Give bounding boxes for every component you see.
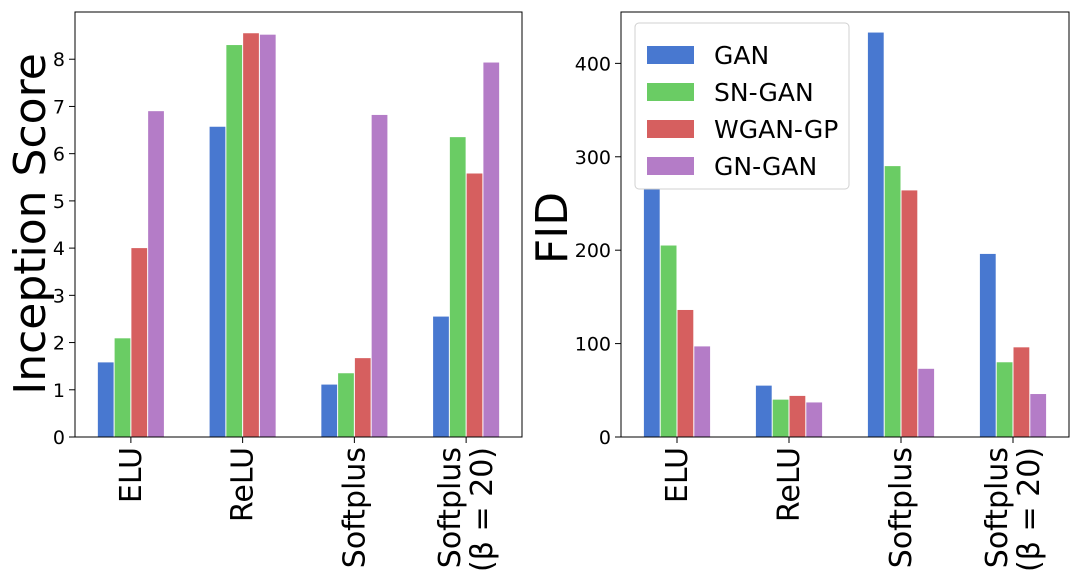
x-tick-label-line: ReLU xyxy=(772,447,807,522)
x-tick-label-line: Softplus xyxy=(884,447,919,568)
bar-gn-gan-elu xyxy=(694,346,711,437)
legend-label-gan: GAN xyxy=(714,41,769,70)
bar-sn-gan-softplus xyxy=(338,373,354,437)
y-tick-label: 6 xyxy=(53,144,65,166)
bar-wgan-gp-softplus-20 xyxy=(1013,347,1030,437)
x-tick-label-line: Softplus xyxy=(337,447,372,568)
bar-sn-gan-softplus xyxy=(884,166,901,437)
bar-gn-gan-relu xyxy=(806,402,823,437)
y-tick-label: 0 xyxy=(53,427,65,449)
x-tick-label-line: Softplus xyxy=(980,447,1015,568)
x-tick-label-softplus-20: Softplus(β = 20) xyxy=(980,447,1047,572)
y-tick-label: 7 xyxy=(53,96,65,118)
x-tick-label-line: ELU xyxy=(660,447,695,503)
y-tick-label: 2 xyxy=(53,333,65,355)
bar-wgan-gp-softplus xyxy=(354,358,371,437)
x-tick-label-line: ELU xyxy=(114,447,149,503)
plot-frame xyxy=(620,11,1070,438)
x-tick-label-softplus-20: Softplus(β = 20) xyxy=(433,447,500,572)
bar-gan-softplus-20 xyxy=(979,253,996,437)
x-tick-label-line: Softplus xyxy=(433,447,468,568)
x-tick-label-line: (β = 20) xyxy=(1012,447,1047,572)
x-tick-label-relu: ReLU xyxy=(226,447,261,522)
bar-gn-gan-softplus xyxy=(371,114,388,437)
y-tick-label: 4 xyxy=(53,238,65,260)
legend-label-wgan-gp: WGAN-GP xyxy=(714,115,838,144)
y-tick-label: 0 xyxy=(599,427,611,449)
y-tick-label: 300 xyxy=(575,147,611,169)
bar-gan-softplus xyxy=(867,32,884,438)
x-tick-label-line: (β = 20) xyxy=(465,447,500,572)
bar-wgan-gp-softplus xyxy=(901,190,918,437)
y-tick-label: 400 xyxy=(575,53,611,75)
y-tick-label: 200 xyxy=(575,240,611,262)
bar-sn-gan-relu xyxy=(772,399,789,437)
legend-swatch-sn-gan xyxy=(647,83,694,101)
bar-gan-softplus-20 xyxy=(433,316,449,437)
y-axis-label: Inception Score xyxy=(5,53,56,395)
bar-gan-relu xyxy=(209,126,226,437)
bar-wgan-gp-relu xyxy=(243,33,259,437)
bar-wgan-gp-softplus-20 xyxy=(466,173,483,437)
bar-gn-gan-softplus xyxy=(918,368,935,437)
bar-gn-gan-softplus-20 xyxy=(1030,394,1047,437)
bar-gan-softplus xyxy=(321,384,338,437)
legend-label-gn-gan: GN-GAN xyxy=(714,152,817,181)
legend-label-sn-gan: SN-GAN xyxy=(714,78,814,107)
bar-gn-gan-elu xyxy=(148,111,164,438)
y-tick-label: 3 xyxy=(53,285,65,307)
bar-gan-elu xyxy=(97,362,114,437)
bar-sn-gan-softplus-20 xyxy=(449,137,466,437)
bar-sn-gan-elu xyxy=(114,338,131,437)
legend-swatch-gn-gan xyxy=(647,157,694,175)
bar-sn-gan-relu xyxy=(226,45,243,438)
bar-gn-gan-relu xyxy=(259,34,276,438)
y-tick-label: 5 xyxy=(53,191,65,213)
bar-sn-gan-elu xyxy=(660,245,677,437)
bar-wgan-gp-relu xyxy=(789,395,806,437)
legend xyxy=(634,22,850,190)
y-tick-label: 8 xyxy=(53,49,65,71)
x-tick-label-softplus: Softplus xyxy=(884,447,919,568)
x-tick-label-elu: ELU xyxy=(114,447,149,503)
bar-gn-gan-softplus-20 xyxy=(483,62,500,437)
y-tick-label: 1 xyxy=(53,380,65,402)
x-tick-label-line: ReLU xyxy=(226,447,261,522)
x-tick-label-softplus: Softplus xyxy=(337,447,372,568)
legend-swatch-gan xyxy=(647,46,694,64)
x-tick-label-elu: ELU xyxy=(660,447,695,503)
y-axis-label: FID xyxy=(527,192,578,264)
bar-wgan-gp-elu xyxy=(677,309,694,437)
bar-gan-elu xyxy=(643,185,660,437)
y-tick-label: 100 xyxy=(575,334,611,356)
plot-frame xyxy=(74,11,523,438)
bar-wgan-gp-elu xyxy=(131,248,148,437)
bar-gan-relu xyxy=(755,385,772,437)
x-tick-label-relu: ReLU xyxy=(772,447,807,522)
legend-swatch-wgan-gp xyxy=(647,120,694,138)
bar-sn-gan-softplus-20 xyxy=(996,362,1013,437)
